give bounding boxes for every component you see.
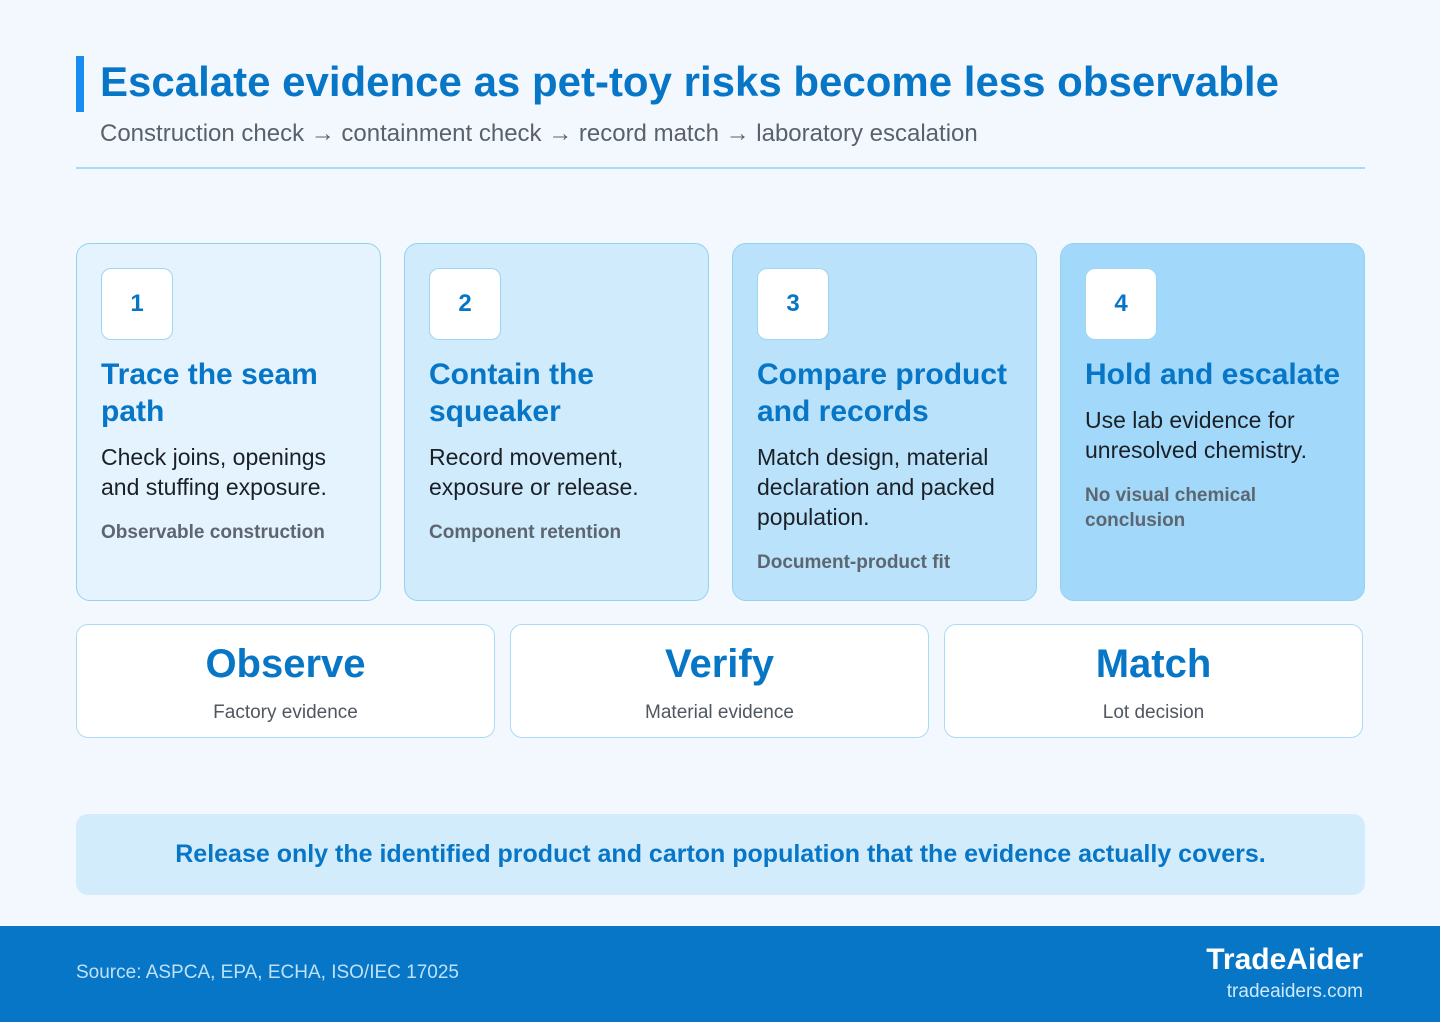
step-tag: Observable construction bbox=[101, 522, 325, 543]
summary-card-subtitle: Factory evidence bbox=[213, 702, 358, 723]
step-title: Contain the squeaker bbox=[429, 358, 594, 428]
source-note: Source: ASPCA, EPA, ECHA, ISO/IEC 17025 bbox=[76, 962, 459, 983]
title-accent-bar bbox=[76, 56, 84, 112]
step-description: Use lab evidence for unresolved chemistr… bbox=[1085, 407, 1307, 463]
step-title: Compare product and records bbox=[757, 358, 1008, 428]
step-title: Trace the seam path bbox=[101, 358, 318, 428]
step-card-2: 2 Contain the squeaker Record movement, … bbox=[404, 243, 709, 601]
summary-card-verify: Verify Material evidence bbox=[510, 624, 929, 738]
summary-card-title: Verify bbox=[665, 642, 774, 686]
summary-card-match: Match Lot decision bbox=[944, 624, 1363, 738]
step-number-badge: 2 bbox=[429, 268, 501, 340]
step-number-badge: 4 bbox=[1085, 268, 1157, 340]
step-title: Hold and escalate bbox=[1085, 358, 1341, 391]
page-title: Escalate evidence as pet-toy risks becom… bbox=[100, 58, 1279, 105]
release-banner: Release only the identified product and … bbox=[76, 814, 1365, 895]
step-description: Match design, material declaration and p… bbox=[757, 444, 995, 530]
summary-card-observe: Observe Factory evidence bbox=[76, 624, 495, 738]
summary-card-subtitle: Lot decision bbox=[1102, 702, 1205, 723]
step-tag: Component retention bbox=[429, 522, 622, 543]
step-card-4: 4 Hold and escalate Use lab evidence for… bbox=[1060, 243, 1365, 601]
brand-url: tradeaiders.com bbox=[1226, 981, 1363, 1002]
step-number-badge: 1 bbox=[101, 268, 173, 340]
footer: Source: ASPCA, EPA, ECHA, ISO/IEC 17025 … bbox=[0, 926, 1440, 1022]
step-card-3: 3 Compare product and records Match desi… bbox=[732, 243, 1037, 601]
step-number-badge: 3 bbox=[757, 268, 829, 340]
page-subtitle: Construction check → containment check →… bbox=[100, 120, 978, 147]
brand-name: TradeAider bbox=[1206, 943, 1363, 976]
step-description: Check joins, openings and stuffing expos… bbox=[101, 444, 327, 500]
summary-card-subtitle: Material evidence bbox=[645, 702, 794, 723]
step-description: Record movement, exposure or release. bbox=[429, 444, 639, 500]
step-tag: No visual chemical conclusion bbox=[1085, 485, 1257, 531]
step-card-1: 1 Trace the seam path Check joins, openi… bbox=[76, 243, 381, 601]
summary-card-title: Match bbox=[1095, 642, 1212, 686]
step-tag: Document-product fit bbox=[757, 552, 951, 573]
summary-card-title: Observe bbox=[205, 642, 366, 686]
header-divider bbox=[76, 167, 1365, 169]
